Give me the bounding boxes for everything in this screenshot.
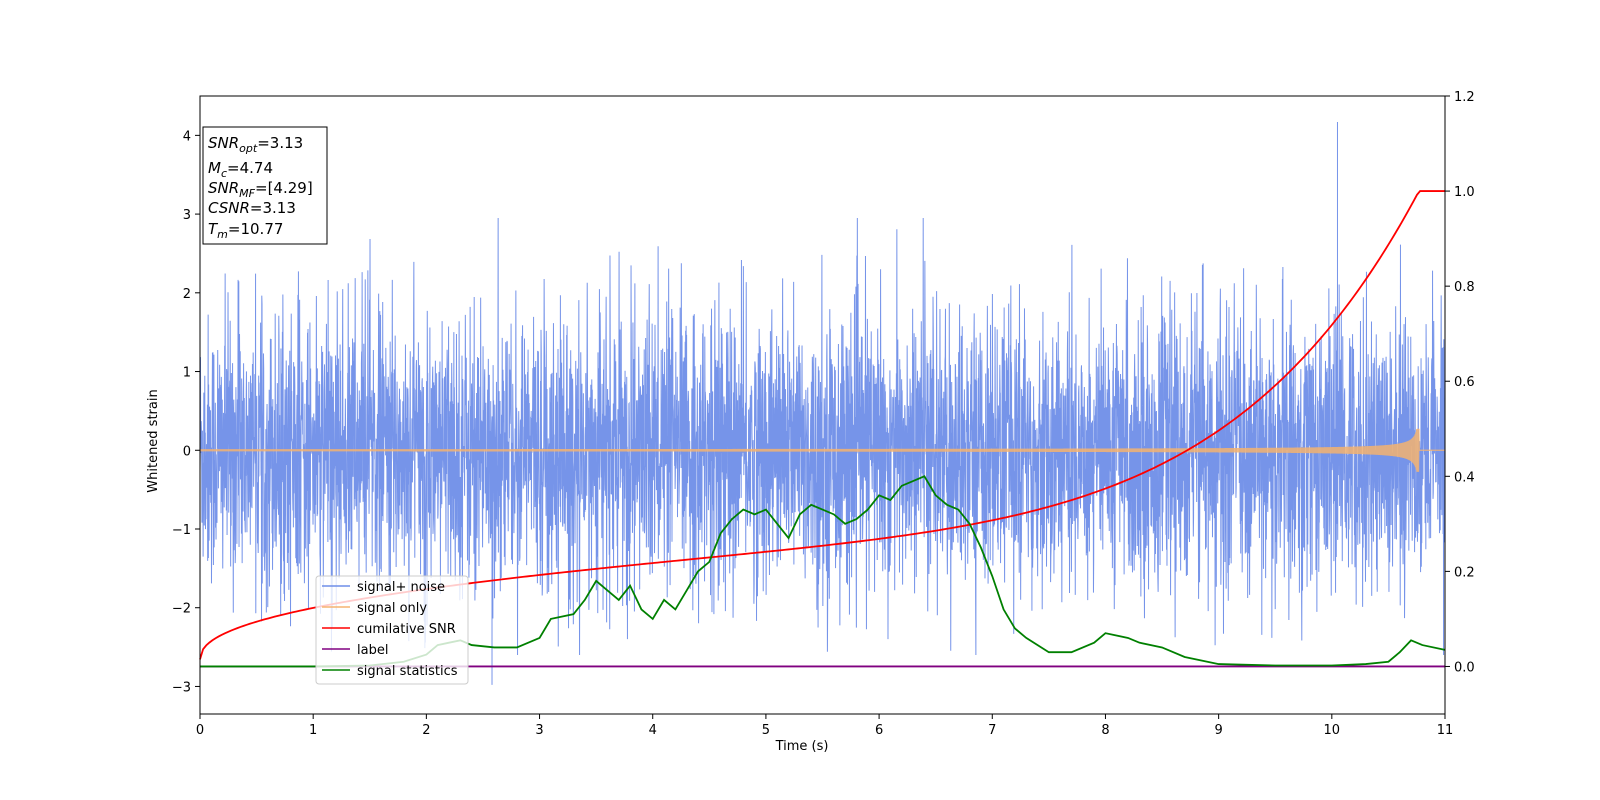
legend-label-signal: signal only — [357, 601, 427, 616]
y-tick-label: −3 — [172, 680, 191, 695]
x-tick-label: 10 — [1324, 723, 1341, 738]
x-tick-label: 0 — [196, 723, 204, 738]
info-box-frame — [202, 126, 328, 245]
x-tick-label: 4 — [649, 723, 657, 738]
plot-frame — [199, 95, 1446, 715]
info-snr-mf: SNRMF=[4.29] — [208, 179, 313, 200]
x-tick-label: 2 — [422, 723, 430, 738]
axes: 0 1 2 3 4 5 6 7 8 9 10 11 −3 −2 −1 0 1 2 3 4 0.0 0.2 0.4 0.6 0.8… — [172, 90, 1475, 738]
legend: signal+ noise signal only cumilative SNR… — [315, 575, 469, 685]
y2-tick-label: 1.2 — [1454, 90, 1475, 105]
y-tick-label: 4 — [183, 129, 191, 144]
y2-tick-label: 1.0 — [1454, 185, 1475, 200]
y-tick-label: 0 — [183, 444, 191, 459]
legend-label-label: label — [357, 643, 388, 658]
y-axis-label: Whitened strain — [146, 389, 161, 492]
info-csnr: CSNR=3.13 — [208, 199, 296, 217]
y-tick-label: 2 — [183, 287, 191, 302]
legend-label-csnr: cumilative SNR — [357, 622, 456, 637]
x-tick-label: 5 — [762, 723, 770, 738]
x-tick-label: 1 — [309, 723, 317, 738]
y2-tick-label: 0.2 — [1454, 565, 1475, 580]
legend-label-stats: signal statistics — [357, 664, 458, 679]
y-tick-label: 1 — [183, 366, 191, 381]
y-tick-label: −2 — [172, 602, 191, 617]
x-tick-label: 3 — [535, 723, 543, 738]
y2-tick-label: 0.8 — [1454, 280, 1475, 295]
signal-noise-line — [199, 121, 1446, 685]
legend-frame — [315, 575, 469, 685]
y2-tick-label: 0.6 — [1454, 375, 1475, 390]
x-tick-label: 6 — [875, 723, 883, 738]
info-mc: Mc=4.74 — [208, 159, 273, 180]
info-tm: Tm=10.77 — [208, 220, 283, 241]
info-snr-opt: SNRopt=3.13 — [208, 134, 303, 155]
x-tick-label: 9 — [1214, 723, 1222, 738]
x-tick-label: 7 — [988, 723, 996, 738]
x-tick-label: 8 — [1101, 723, 1109, 738]
info-box: SNRopt=3.13 Mc=4.74 SNRMF=[4.29] CSNR=3.… — [202, 126, 328, 245]
y2-tick-label: 0.0 — [1454, 660, 1475, 675]
x-axis-label: Time (s) — [775, 739, 829, 754]
signal-only-line — [199, 428, 1445, 472]
x-tick-label: 11 — [1437, 723, 1454, 738]
legend-label-noise: signal+ noise — [357, 580, 445, 595]
y-tick-label: −1 — [172, 523, 191, 538]
y2-tick-label: 0.4 — [1454, 470, 1475, 485]
y-tick-label: 3 — [183, 208, 191, 223]
signal-statistics-line — [200, 475, 1446, 668]
